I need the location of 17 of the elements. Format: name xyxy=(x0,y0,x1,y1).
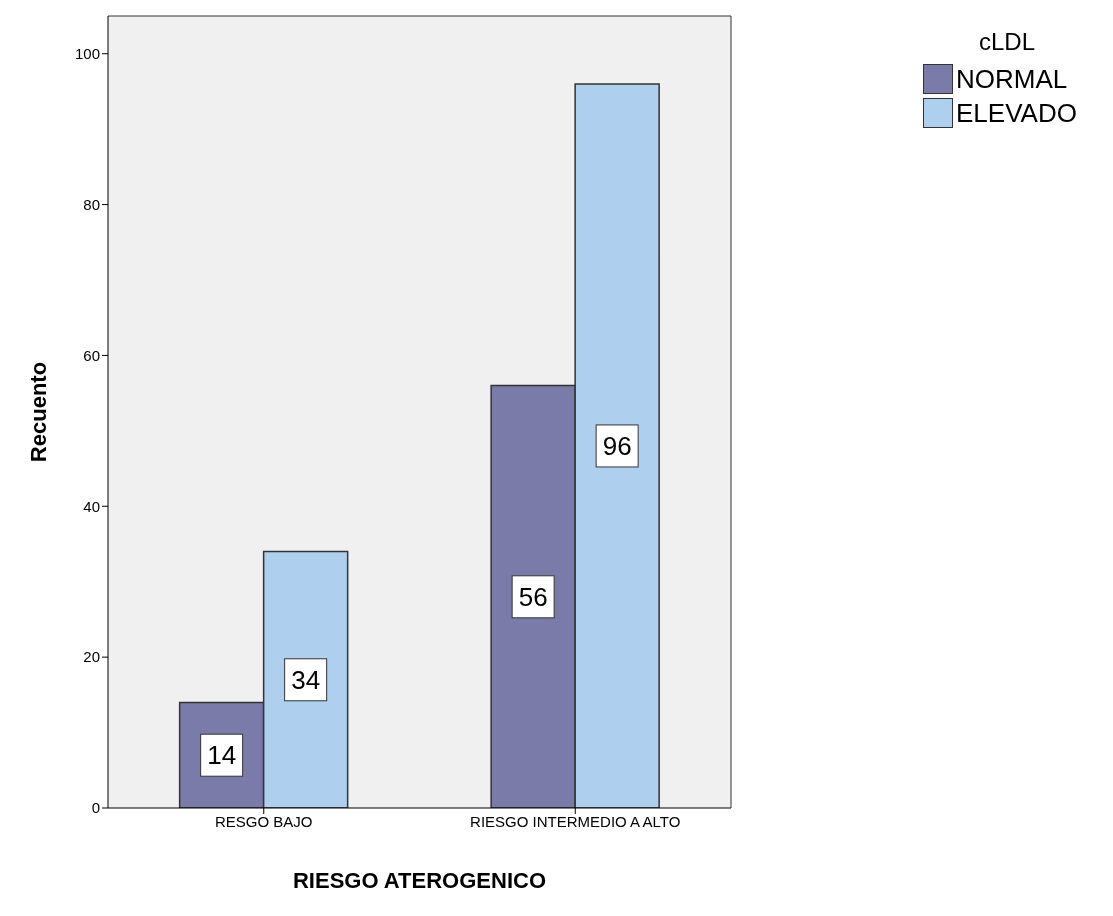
x-axis-title: RIESGO ATEROGENICO xyxy=(292,868,547,893)
data-label: 96 xyxy=(602,430,632,461)
y-tick-label: 20 xyxy=(83,648,100,666)
legend-title: cLDL xyxy=(979,28,1037,56)
data-label: 56 xyxy=(518,581,548,612)
x-tick-label: RESGO BAJO xyxy=(214,812,313,830)
legend-label: ELEVADO xyxy=(956,97,1077,129)
legend-label: NORMAL xyxy=(956,63,1068,95)
y-axis-title: Recuento xyxy=(25,361,51,463)
y-tick-label: 0 xyxy=(91,799,100,817)
data-label: 34 xyxy=(291,664,321,695)
y-tick-label: 60 xyxy=(83,346,100,364)
y-tick-label: 100 xyxy=(74,45,100,63)
y-tick-label: 40 xyxy=(83,497,100,515)
data-label: 14 xyxy=(207,740,237,771)
x-tick-label: RIESGO INTERMEDIO A ALTO xyxy=(470,812,681,830)
y-tick-label: 80 xyxy=(83,195,100,213)
